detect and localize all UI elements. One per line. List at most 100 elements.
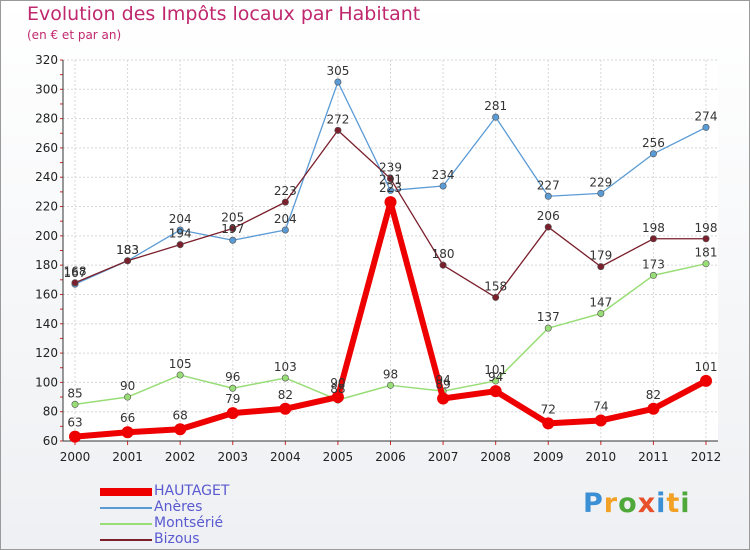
data-label-hautaget: 101 bbox=[695, 360, 718, 374]
data-label-aneres: 234 bbox=[432, 168, 455, 182]
data-label-bizous: 239 bbox=[379, 161, 402, 175]
point-aneres bbox=[702, 123, 710, 131]
data-label-aneres: 256 bbox=[642, 136, 665, 150]
data-label-aneres: 183 bbox=[116, 243, 139, 257]
data-label-aneres: 167 bbox=[64, 266, 87, 280]
x-tick-label: 2002 bbox=[165, 450, 196, 464]
logo-letter: t bbox=[666, 488, 681, 519]
y-tick-label: 220 bbox=[35, 200, 58, 214]
data-label-bizous: 194 bbox=[169, 227, 192, 241]
data-label-hautaget: 74 bbox=[593, 399, 608, 413]
data-label-montserie: 181 bbox=[695, 246, 718, 260]
data-label-montserie: 85 bbox=[67, 386, 82, 400]
point-aneres bbox=[334, 78, 342, 86]
data-label-montserie: 103 bbox=[274, 360, 297, 374]
point-aneres bbox=[597, 189, 605, 197]
point-bizous bbox=[71, 279, 79, 287]
point-aneres bbox=[229, 236, 237, 244]
point-hautaget bbox=[489, 385, 502, 398]
y-tick-label: 200 bbox=[35, 229, 58, 243]
point-montserie bbox=[281, 374, 289, 382]
logo-letter: i bbox=[680, 488, 691, 519]
data-label-montserie: 88 bbox=[330, 382, 345, 396]
point-bizous bbox=[229, 225, 237, 233]
point-montserie bbox=[597, 310, 605, 318]
y-tick-label: 100 bbox=[35, 375, 58, 389]
data-label-bizous: 183 bbox=[116, 243, 139, 257]
y-tick-label: 280 bbox=[35, 112, 58, 126]
logo-letter: P bbox=[583, 488, 604, 519]
x-tick-label: 2004 bbox=[270, 450, 301, 464]
data-label-montserie: 105 bbox=[169, 357, 192, 371]
point-hautaget bbox=[331, 391, 344, 404]
data-label-aneres: 227 bbox=[537, 178, 560, 192]
data-label-aneres: 229 bbox=[589, 175, 612, 189]
y-tick-label: 80 bbox=[43, 405, 58, 419]
x-tick-label: 2007 bbox=[428, 450, 459, 464]
point-aneres bbox=[281, 226, 289, 234]
point-hautaget bbox=[542, 417, 555, 430]
point-bizous bbox=[386, 175, 394, 183]
data-label-aneres: 204 bbox=[169, 212, 192, 226]
legend-label: HAUTAGET bbox=[154, 483, 230, 499]
point-montserie bbox=[176, 371, 184, 379]
data-label-montserie: 137 bbox=[537, 310, 560, 324]
point-bizous bbox=[176, 241, 184, 249]
x-tick-label: 2006 bbox=[375, 450, 406, 464]
data-label-aneres: 231 bbox=[379, 172, 402, 186]
data-label-hautaget: 223 bbox=[379, 181, 402, 195]
data-label-hautaget: 82 bbox=[646, 388, 661, 402]
point-aneres bbox=[649, 150, 657, 158]
data-label-bizous: 206 bbox=[537, 209, 560, 223]
y-tick-label: 300 bbox=[35, 82, 58, 96]
point-aneres bbox=[439, 182, 447, 190]
data-label-hautaget: 66 bbox=[120, 411, 135, 425]
legend-swatch bbox=[100, 488, 152, 496]
y-tick-label: 320 bbox=[35, 53, 58, 67]
point-hautaget bbox=[226, 407, 239, 420]
point-montserie bbox=[124, 393, 132, 401]
x-tick-label: 2010 bbox=[586, 450, 617, 464]
point-hautaget bbox=[69, 430, 81, 443]
point-aneres bbox=[492, 113, 500, 121]
point-hautaget bbox=[121, 426, 134, 439]
data-label-bizous: 180 bbox=[432, 247, 455, 261]
point-montserie bbox=[386, 381, 394, 389]
x-tick-label: 2009 bbox=[533, 450, 564, 464]
x-tick-label: 2000 bbox=[60, 450, 91, 464]
point-montserie bbox=[649, 271, 657, 279]
point-montserie bbox=[71, 400, 79, 408]
data-label-bizous: 179 bbox=[589, 249, 612, 263]
chart-title: Evolution des Impôts locaux par Habitant bbox=[27, 3, 421, 25]
data-label-hautaget: 68 bbox=[173, 408, 188, 422]
point-aneres bbox=[544, 192, 552, 200]
y-tick-label: 160 bbox=[35, 287, 58, 301]
data-label-hautaget: 63 bbox=[67, 416, 82, 430]
point-montserie bbox=[702, 260, 710, 268]
point-bizous bbox=[334, 126, 342, 134]
chart-subtitle: (en € et par an) bbox=[27, 28, 122, 42]
y-tick-label: 260 bbox=[35, 141, 58, 155]
data-label-aneres: 274 bbox=[695, 109, 718, 123]
point-montserie bbox=[492, 377, 500, 385]
data-label-hautaget: 82 bbox=[278, 388, 293, 402]
point-bizous bbox=[702, 235, 710, 243]
x-tick-label: 2008 bbox=[480, 450, 511, 464]
data-label-aneres: 204 bbox=[274, 212, 297, 226]
point-bizous bbox=[281, 198, 289, 206]
data-label-aneres: 305 bbox=[326, 64, 349, 78]
logo-letter: r bbox=[603, 488, 619, 519]
logo-letter: i bbox=[656, 488, 667, 519]
data-label-montserie: 147 bbox=[589, 296, 612, 310]
point-hautaget bbox=[174, 423, 187, 436]
data-label-bizous: 168 bbox=[64, 265, 87, 279]
y-tick-label: 140 bbox=[35, 317, 58, 331]
logo-letter: x bbox=[637, 488, 657, 519]
legend-swatch bbox=[100, 523, 152, 525]
data-label-hautaget: 72 bbox=[541, 402, 556, 416]
data-label-montserie: 96 bbox=[225, 370, 240, 384]
data-label-montserie: 173 bbox=[642, 257, 665, 271]
y-tick-label: 60 bbox=[43, 434, 58, 448]
data-label-bizous: 158 bbox=[484, 279, 507, 293]
